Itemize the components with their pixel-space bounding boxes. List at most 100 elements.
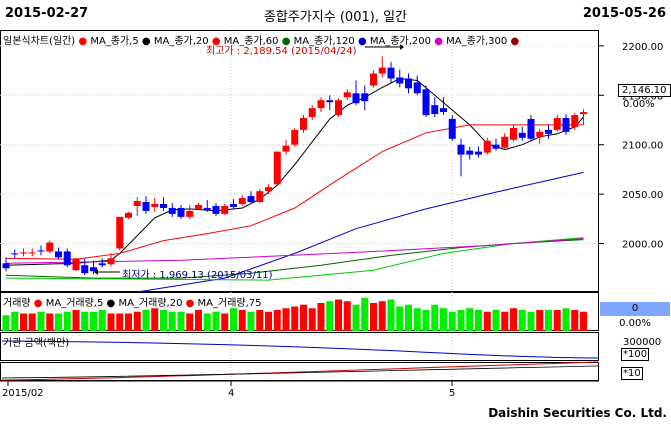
volume-bar bbox=[195, 310, 202, 331]
candle-body bbox=[133, 201, 141, 206]
candle bbox=[361, 85, 369, 111]
legend-vol-ma5-dot: ● bbox=[33, 298, 43, 309]
volume-bar bbox=[422, 310, 430, 331]
candle bbox=[125, 211, 132, 219]
volume-bar bbox=[230, 308, 237, 331]
volume-bar bbox=[466, 308, 474, 331]
volume-bar bbox=[317, 303, 325, 331]
candle bbox=[195, 203, 202, 210]
legend-ma60-dot: ● bbox=[211, 36, 221, 47]
current-change-label: 0.00% bbox=[623, 99, 655, 110]
legend-ma20: MA_종가,20 bbox=[153, 36, 209, 47]
candle-body bbox=[273, 151, 281, 185]
candle-body bbox=[160, 204, 167, 208]
candle-body bbox=[300, 118, 307, 130]
candle-body bbox=[90, 267, 97, 272]
ma-line bbox=[5, 124, 584, 260]
volume-bar bbox=[247, 311, 255, 331]
candle-body bbox=[63, 251, 71, 266]
volume-bar bbox=[378, 301, 386, 331]
candle-body bbox=[238, 198, 246, 204]
candle bbox=[221, 204, 229, 215]
ma-line bbox=[5, 77, 584, 266]
candle-body bbox=[177, 207, 185, 217]
volume-bar bbox=[448, 311, 456, 331]
candle-body bbox=[107, 258, 115, 265]
legend-ma20-dot: ● bbox=[141, 36, 151, 47]
candle bbox=[536, 128, 544, 144]
candle-body bbox=[536, 131, 544, 137]
candle-body bbox=[308, 108, 316, 118]
candle-body bbox=[326, 100, 334, 103]
candle bbox=[501, 132, 509, 149]
x-axis bbox=[0, 380, 599, 386]
candle-body bbox=[387, 67, 395, 79]
candle-body bbox=[186, 210, 194, 217]
candle bbox=[273, 151, 281, 187]
volume-bar bbox=[396, 306, 404, 331]
price-tick-label: 2100.00 bbox=[622, 141, 663, 152]
candlestick-series bbox=[2, 56, 587, 276]
candle bbox=[230, 199, 237, 209]
candle bbox=[571, 113, 579, 130]
candle bbox=[483, 137, 491, 155]
volume-bars bbox=[2, 297, 587, 331]
volume-bar bbox=[536, 310, 544, 331]
volume-bar bbox=[168, 311, 176, 331]
volume-bar bbox=[221, 313, 229, 331]
legend-ma300-dot: ● bbox=[434, 36, 443, 47]
candle-body bbox=[230, 204, 237, 207]
candle bbox=[55, 247, 62, 260]
candle-body bbox=[378, 67, 386, 74]
volume-bar bbox=[501, 311, 509, 331]
candle-body bbox=[142, 202, 150, 211]
legend-candle: 일본식차트(일간) bbox=[3, 36, 76, 47]
price-legend: 일본식차트(일간) ● MA_종가,5 ● MA_종가,20 ● MA_종가,6… bbox=[3, 32, 519, 47]
candle-body bbox=[422, 89, 430, 116]
volume-bar bbox=[300, 304, 307, 331]
candle bbox=[11, 249, 19, 259]
volume-bar bbox=[335, 299, 342, 331]
volume-value-box bbox=[600, 302, 670, 316]
volume-bar bbox=[492, 310, 500, 331]
candle bbox=[151, 198, 159, 212]
volume-bar bbox=[265, 311, 272, 331]
amount-tick-label: 300000 bbox=[623, 337, 662, 348]
candle bbox=[527, 115, 535, 141]
candle bbox=[335, 98, 342, 118]
high-marker bbox=[365, 44, 404, 50]
legend-vol-ma75: MA_거래량,75 bbox=[197, 298, 262, 309]
candle-body bbox=[55, 251, 62, 258]
volume-change-label: 0.00% bbox=[619, 318, 651, 329]
candle-body bbox=[81, 265, 89, 274]
candle bbox=[492, 138, 500, 151]
candle-body bbox=[98, 263, 106, 266]
candle bbox=[317, 97, 325, 113]
candle-body bbox=[2, 263, 10, 269]
price-tick-label: 2050.00 bbox=[622, 190, 663, 201]
legend-end-dot: ● bbox=[510, 36, 520, 47]
extra-unit-label: *10 bbox=[621, 367, 643, 380]
candle bbox=[431, 97, 439, 118]
legend-ma60: MA_종가,60 bbox=[223, 36, 279, 47]
volume-bar bbox=[510, 308, 517, 331]
volume-bar bbox=[431, 304, 439, 331]
candle-body bbox=[116, 216, 124, 249]
legend-vol-ma5: MA_거래량,5 bbox=[45, 298, 104, 309]
candle bbox=[107, 253, 115, 267]
candle bbox=[387, 61, 395, 83]
candle bbox=[308, 105, 316, 120]
volume-bar bbox=[273, 310, 281, 331]
candle-body bbox=[431, 105, 439, 115]
candle-body bbox=[37, 250, 45, 252]
volume-bar bbox=[343, 301, 351, 331]
candle-body bbox=[440, 108, 447, 113]
volume-bar bbox=[37, 311, 45, 331]
candle bbox=[238, 195, 246, 206]
volume-bar bbox=[55, 313, 62, 331]
volume-bar bbox=[571, 310, 579, 331]
volume-bar bbox=[413, 308, 421, 331]
candle bbox=[370, 70, 377, 88]
legend-ma5-dot: ● bbox=[78, 36, 88, 47]
